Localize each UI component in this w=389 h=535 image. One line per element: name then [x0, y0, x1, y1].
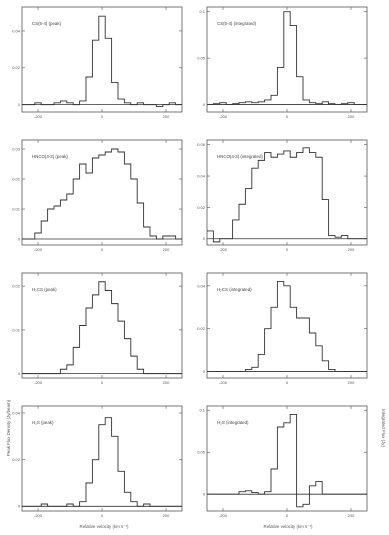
spectrum-histogram	[207, 147, 367, 243]
spectrum-histogram	[207, 11, 367, 106]
x-tick-label: -200	[34, 114, 43, 119]
x-tick-label: -200	[34, 247, 43, 252]
x-tick-label: 200	[163, 513, 170, 518]
y-tick-label: 0.03	[12, 146, 21, 151]
x-tick-label: -200	[219, 380, 228, 385]
y-tick-label: 0	[18, 504, 21, 509]
y-tick-label: 0.06	[197, 142, 206, 147]
y-tick-label: 0	[18, 236, 21, 241]
panel-title: HNCO(4-3) (integrated)	[217, 154, 263, 159]
x-tick-label: -200	[34, 380, 43, 385]
x-tick-label: 200	[163, 114, 170, 119]
x-tick-label: -200	[219, 247, 228, 252]
x-tick-label: 200	[348, 380, 355, 385]
y-tick-label: 0	[18, 102, 21, 107]
y-tick-label: 0	[203, 236, 206, 241]
y-tick-label: 0.04	[197, 173, 206, 178]
y-tick-label: 0.02	[197, 205, 206, 210]
panel-6: -200 0 200 0 0.02 0.04 H₂CS (integrated)	[197, 272, 368, 385]
y-tick-label: 0.01	[12, 206, 21, 211]
x-tick-label: -200	[34, 513, 43, 518]
x-axis-label-right: Relative velocity (km s⁻¹)	[264, 524, 313, 529]
spectrum-histogram	[22, 148, 182, 240]
y-tick-label: 0.04	[12, 28, 21, 33]
x-tick-label: 200	[348, 247, 355, 252]
panel-2: -200 0 200 0 0.05 0.1 CS(5-4) (integrated)	[197, 6, 368, 119]
y-tick-label: 0.02	[12, 284, 21, 289]
panel-title: H₂S (peak)	[32, 420, 54, 425]
x-tick-label: 200	[348, 114, 355, 119]
x-tick-label: 0	[286, 380, 289, 385]
y-tick-label: 0	[203, 369, 206, 374]
x-axis-label-left: Relative velocity (km s⁻¹)	[80, 524, 129, 529]
y-tick-label: 0	[18, 371, 21, 376]
x-tick-label: 0	[286, 247, 289, 252]
panel-title: H₂S (integrated)	[217, 420, 249, 425]
panel-7: -200 0 200 0 0.02 0.04 H₂S (peak)	[12, 405, 183, 518]
y-tick-label: 0.04	[12, 410, 21, 415]
panel-5: -200 0 200 0 0.01 0.02 H₂CS (peak)	[12, 272, 183, 385]
spectrum-histogram	[207, 281, 367, 373]
y-tick-label: 0.04	[197, 283, 206, 288]
spectrum-histogram	[22, 281, 182, 375]
panel-3: -200 0 200 0 0.01 0.02 0.03 HNCO(4-3) (peak)	[12, 139, 183, 252]
y-tick-label: 0.1	[199, 408, 205, 413]
x-tick-label: 200	[348, 513, 355, 518]
y-tick-label: 0.02	[197, 326, 206, 331]
panel-title: CS(5-4) (peak)	[32, 21, 62, 26]
left-y-axis-label: Peak Flux Density (Jy/beam)	[6, 399, 11, 456]
x-tick-label: 0	[286, 513, 289, 518]
y-tick-label: 0.05	[197, 56, 206, 61]
y-tick-label: 0	[203, 492, 206, 497]
spectrum-histogram	[207, 413, 367, 508]
y-tick-label: 0	[203, 102, 206, 107]
x-tick-label: 0	[101, 513, 104, 518]
panel-1: -200 0 200 0 0.02 0.04 CS(5-4) (peak)	[12, 6, 183, 119]
y-tick-label: 0.01	[12, 327, 21, 332]
spectrum-histogram	[22, 417, 182, 507]
panel-title: H₂CS (peak)	[32, 287, 57, 292]
y-tick-label: 0.05	[197, 450, 206, 455]
panel-title: H₂CS (integrated)	[217, 287, 252, 292]
x-tick-label: 200	[163, 247, 170, 252]
x-tick-label: 0	[101, 380, 104, 385]
y-tick-label: 0.02	[12, 457, 21, 462]
x-tick-label: -200	[219, 114, 228, 119]
x-tick-label: 0	[101, 247, 104, 252]
right-y-axis-label: Integrated Flux (Jy)	[381, 409, 386, 447]
x-tick-label: 0	[286, 114, 289, 119]
y-tick-label: 0.02	[12, 65, 21, 70]
x-tick-label: 200	[163, 380, 170, 385]
panel-8: -200 0 200 0 0.05 0.1 H₂S (integrated)	[197, 405, 368, 518]
x-tick-label: 0	[101, 114, 104, 119]
y-tick-label: 0.02	[12, 176, 21, 181]
panel-4: -200 0 200 0 0.02 0.04 0.06 HNCO(4-3) (integrat…	[197, 139, 368, 252]
spectrum-histogram	[22, 15, 182, 107]
panel-title: HNCO(4-3) (peak)	[32, 154, 68, 159]
x-tick-label: -200	[219, 513, 228, 518]
panel-title: CS(5-4) (integrated)	[217, 21, 257, 26]
y-tick-label: 0.1	[199, 9, 205, 14]
